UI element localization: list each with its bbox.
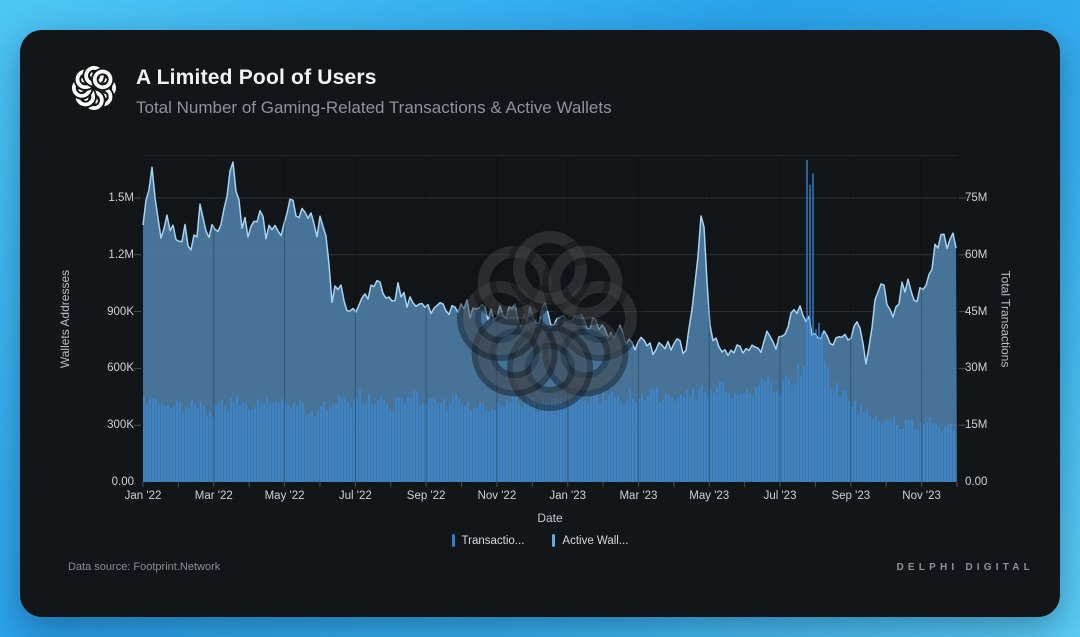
x-tick-label: Sep '23	[831, 490, 871, 502]
x-tick-label: May '23	[689, 490, 730, 502]
x-tick-label: Mar '22	[194, 490, 233, 502]
chart-subtitle: Total Number of Gaming-Related Transacti…	[136, 98, 612, 117]
legend-item-active-wallets[interactable]: Active Wall...	[552, 534, 628, 547]
x-tick-label: Jan '23	[549, 490, 587, 502]
y-left-tick-label: 300K	[107, 419, 134, 432]
y-left-tick-label: 600K	[107, 362, 134, 375]
x-tick-label: Nov '22	[477, 490, 517, 502]
chart-plot-area[interactable]	[134, 155, 966, 489]
x-tick-label: Mar '23	[619, 490, 658, 502]
chart-title: A Limited Pool of Users	[136, 66, 377, 89]
transactions-bars	[143, 160, 955, 482]
y-right-tick-label: 15M	[965, 419, 988, 432]
legend-label-active-wallets: Active Wall...	[562, 534, 629, 547]
delphi-watermark-icon	[457, 225, 643, 411]
x-tick-label: Jul '22	[338, 490, 372, 502]
chart-card: A Limited Pool of Users Total Number of …	[20, 30, 1060, 617]
y-right-tick-label: 0.00	[965, 476, 988, 488]
y-right-tick-label: 75M	[965, 192, 988, 204]
y-right-tick-label: 45M	[965, 305, 988, 318]
delphi-digital-wordmark: DELPHI DIGITAL	[896, 562, 1034, 573]
y-left-tick-label: 900K	[107, 305, 134, 318]
legend-item-transactions[interactable]: Transactio...	[451, 534, 525, 547]
y-left-tick-label: 0.00	[111, 476, 134, 488]
y-left-tick-label: 1.2M	[108, 248, 134, 261]
y-right-tick-label: 30M	[965, 362, 988, 375]
legend-label-transactions: Transactio...	[461, 534, 525, 547]
active-wallets-line	[142, 161, 957, 365]
y-right-tick-label: 60M	[965, 248, 988, 261]
data-source-note: Data source: Footprint.Network	[68, 561, 221, 573]
y-left-tick-label: 1.5M	[108, 192, 134, 204]
transactions-swatch-icon	[451, 534, 455, 547]
x-tick-label: Jan '22	[124, 490, 162, 502]
legend: Transactio... Active Wall...	[20, 534, 1060, 547]
x-tick-label: Jul '23	[763, 490, 797, 502]
delphi-logo-icon	[70, 64, 118, 112]
active-wallets-swatch-icon	[552, 534, 556, 547]
x-tick-label: Sep '22	[406, 490, 446, 502]
x-tick-label: Nov '23	[902, 490, 941, 502]
x-tick-label: May '22	[264, 490, 305, 502]
x-axis-title: Date	[537, 511, 563, 525]
